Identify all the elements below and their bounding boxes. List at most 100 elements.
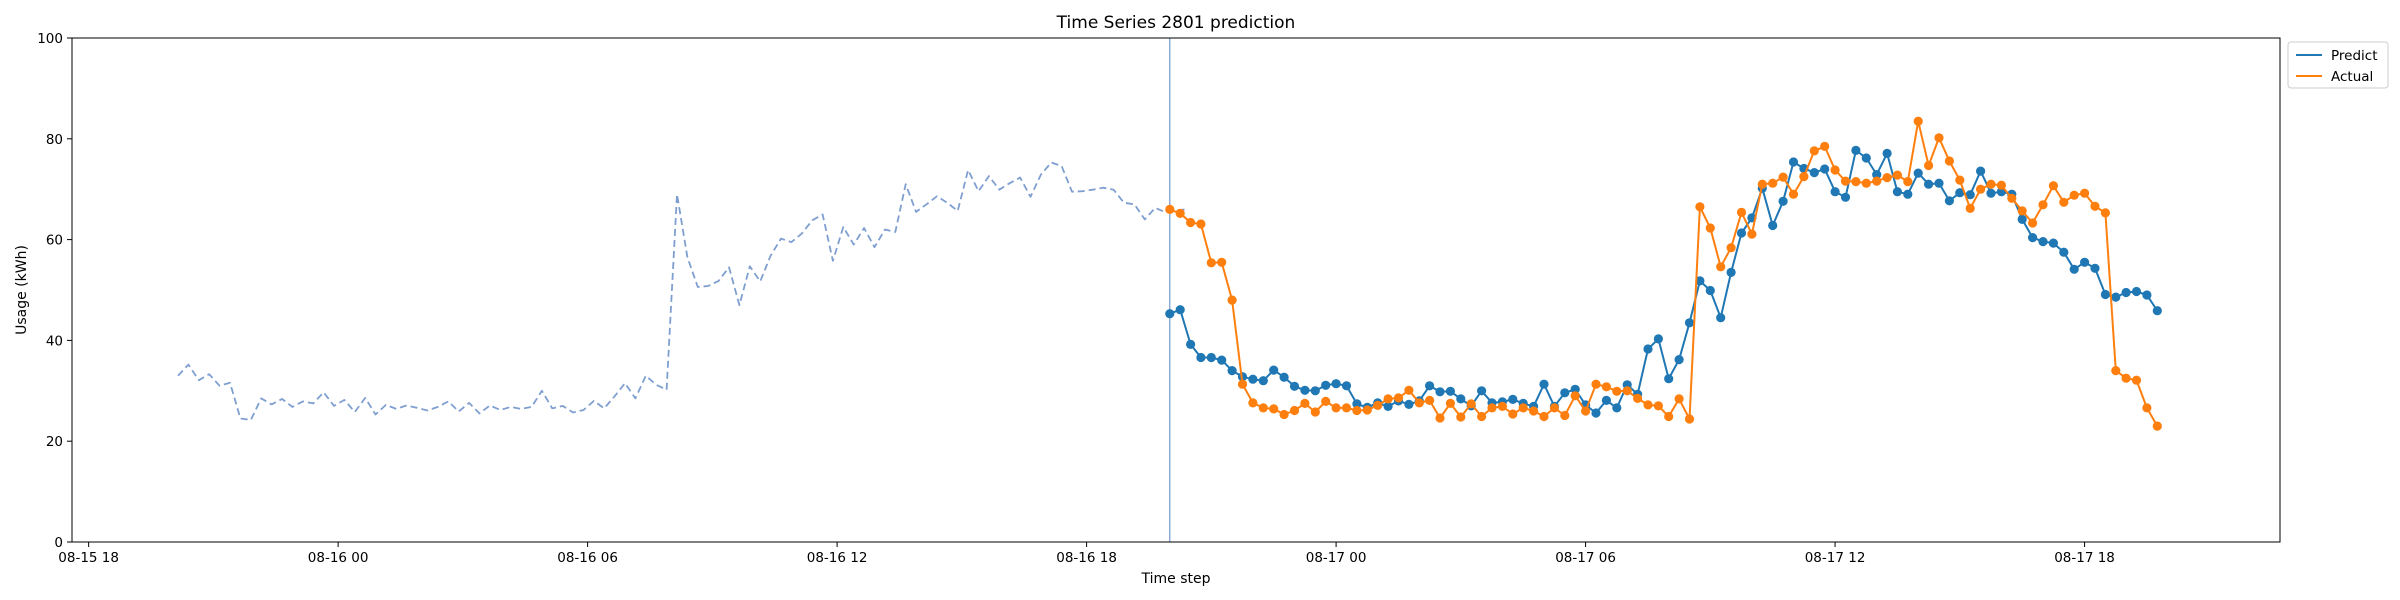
data-point-predict xyxy=(1341,381,1352,391)
data-point-predict xyxy=(2069,264,2079,274)
data-point-actual xyxy=(2059,197,2069,207)
data-point-actual xyxy=(2069,190,2079,200)
data-point-actual xyxy=(2131,375,2142,385)
data-point-predict xyxy=(1788,157,1799,167)
x-tick-label: 08-16 12 xyxy=(807,550,868,566)
data-point-actual xyxy=(1788,189,1799,199)
data-point-predict xyxy=(1508,394,1518,404)
data-point-actual xyxy=(1175,208,1185,218)
y-tick-label: 60 xyxy=(46,233,63,249)
y-tick-label: 40 xyxy=(46,333,63,349)
data-point-predict xyxy=(1186,339,1196,349)
data-point-predict xyxy=(1674,355,1684,365)
data-point-predict xyxy=(1445,386,1455,396)
data-point-predict xyxy=(1175,305,1185,315)
data-point-actual xyxy=(1809,146,1819,156)
series-line-predict xyxy=(1169,149,2159,414)
data-point-predict xyxy=(1404,399,1414,409)
data-point-predict xyxy=(1716,313,1726,323)
data-point-predict xyxy=(1705,285,1715,296)
data-point-predict xyxy=(1456,394,1466,404)
data-point-actual xyxy=(1768,178,1778,188)
data-point-actual xyxy=(2090,201,2100,211)
y-tick-label: 0 xyxy=(54,535,63,551)
data-point-predict xyxy=(2090,263,2100,273)
data-point-predict xyxy=(2142,290,2152,300)
data-point-actual xyxy=(2017,206,2027,216)
data-point-actual xyxy=(1497,401,1507,411)
data-point-actual xyxy=(1612,386,1622,396)
data-point-actual xyxy=(1373,400,1383,410)
data-point-predict xyxy=(1872,170,1882,180)
data-point-actual xyxy=(1539,411,1549,422)
data-point-predict xyxy=(1612,403,1622,413)
data-point-actual xyxy=(1393,393,1404,403)
y-tick-label: 20 xyxy=(46,434,63,450)
data-point-actual xyxy=(1227,295,1237,305)
x-tick-label: 08-17 12 xyxy=(1805,550,1866,566)
data-point-predict xyxy=(1425,381,1435,391)
data-point-actual xyxy=(1643,400,1653,410)
x-tick-label: 08-16 18 xyxy=(1056,550,1117,566)
x-tick-label: 08-16 06 xyxy=(557,550,618,566)
data-point-actual xyxy=(1300,398,1310,408)
data-point-actual xyxy=(1851,177,1861,187)
data-point-predict xyxy=(1861,153,1871,163)
data-point-predict xyxy=(1570,384,1580,394)
data-point-actual xyxy=(1747,229,1757,239)
data-point-actual xyxy=(1633,393,1643,403)
data-point-predict xyxy=(2100,289,2110,300)
data-point-predict xyxy=(1768,220,1778,231)
data-point-actual xyxy=(1279,409,1289,420)
data-point-actual xyxy=(1404,385,1414,395)
data-point-actual xyxy=(1736,207,1747,217)
data-point-actual xyxy=(1778,172,1788,182)
y-tick-label: 100 xyxy=(37,31,63,47)
data-point-actual xyxy=(1840,176,1851,186)
data-point-predict xyxy=(1591,408,1601,418)
data-point-predict xyxy=(1269,365,1279,375)
data-point-actual xyxy=(1529,406,1539,416)
data-point-actual xyxy=(1331,403,1341,413)
data-point-predict xyxy=(2048,238,2058,248)
data-point-predict xyxy=(1976,166,1986,176)
data-point-predict xyxy=(1664,374,1674,384)
data-point-predict xyxy=(1321,380,1331,390)
data-point-actual xyxy=(2152,421,2162,431)
x-tick-label: 08-16 00 xyxy=(308,550,369,566)
data-point-predict xyxy=(1986,188,1996,198)
data-point-predict xyxy=(1477,386,1487,396)
data-point-predict xyxy=(1289,381,1300,391)
data-point-predict xyxy=(1903,189,1913,199)
data-point-actual xyxy=(1581,406,1591,416)
data-point-actual xyxy=(2111,366,2121,376)
data-point-actual xyxy=(1165,204,1175,214)
plot-frame xyxy=(71,37,2281,543)
data-point-actual xyxy=(1591,379,1601,389)
data-point-predict xyxy=(2152,306,2162,316)
data-point-actual xyxy=(2028,218,2038,228)
data-point-predict xyxy=(2111,292,2121,302)
data-point-actual xyxy=(2007,193,2017,203)
data-point-actual xyxy=(1674,394,1684,404)
data-point-predict xyxy=(1809,168,1819,178)
data-point-predict xyxy=(1383,401,1393,411)
data-point-predict xyxy=(2121,287,2131,298)
data-point-predict xyxy=(1913,168,1923,178)
series-line-actual xyxy=(1169,120,2159,427)
data-point-actual xyxy=(1726,243,1736,253)
axes-layer: 0 20 40 60 80 100 08-15 18 08-16 00 08-16 06 08-1… xyxy=(37,31,2115,566)
data-point-predict xyxy=(1778,196,1788,206)
data-point-actual xyxy=(1217,257,1227,267)
data-point-actual xyxy=(1487,403,1497,413)
data-point-predict xyxy=(1206,352,1216,363)
data-point-predict xyxy=(1726,267,1736,277)
data-point-actual xyxy=(1466,399,1476,409)
data-point-actual xyxy=(1258,403,1268,413)
data-point-predict xyxy=(2028,233,2038,243)
data-point-predict xyxy=(1217,355,1227,365)
y-tick-label: 80 xyxy=(46,132,63,148)
x-tick-label: 08-17 18 xyxy=(2054,550,2115,566)
data-point-predict xyxy=(1684,318,1695,328)
data-point-predict xyxy=(1165,309,1175,319)
